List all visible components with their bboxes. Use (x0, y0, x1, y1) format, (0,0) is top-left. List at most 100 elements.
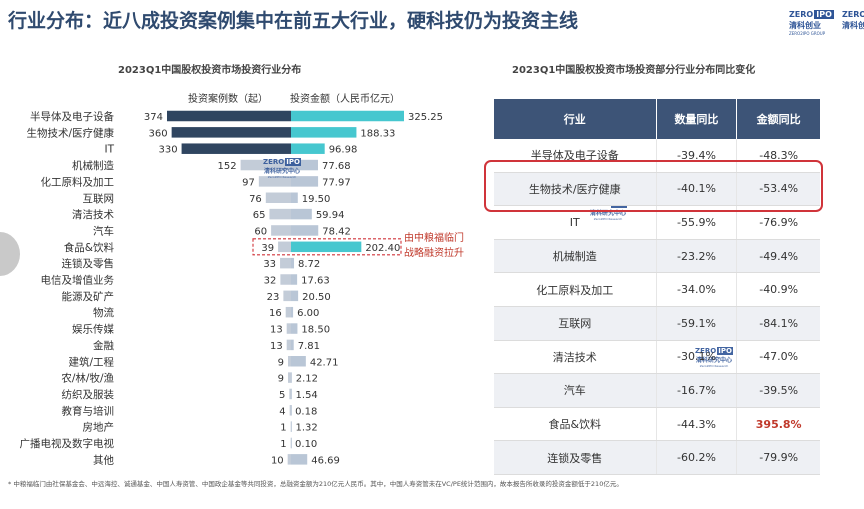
table-row: 互联网 -59.1% -84.1% (494, 306, 820, 341)
amount-label: 202.40 (365, 243, 400, 254)
cell-count-yoy: -40.1% (655, 172, 737, 207)
count-bar (181, 143, 291, 154)
yoy-table: 行业 数量同比 金额同比 半导体及电子设备 -39.4% -48.3% 生物技术/医疗… (494, 99, 820, 475)
count-bar (280, 257, 291, 269)
cell-count-yoy: -60.2% (655, 440, 737, 475)
count-label: 5 (279, 390, 285, 401)
legend-count: 投资案例数（起） (188, 94, 268, 105)
cell-amount-yoy: -48.3% (736, 139, 820, 173)
category-label: 能源及矿产 (62, 290, 115, 303)
cell-industry: 机械制造 (494, 239, 657, 274)
amount-bar (291, 241, 362, 253)
cell-amount-yoy: 395.8% (736, 407, 820, 442)
amount-label: 18.50 (301, 325, 330, 336)
count-bar (289, 388, 291, 400)
count-label: 152 (218, 161, 237, 172)
amount-label: 77.97 (322, 177, 351, 188)
amount-bar (291, 127, 357, 138)
category-label: 互联网 (83, 193, 115, 205)
amount-label: 188.33 (360, 128, 395, 139)
count-label: 9 (278, 357, 284, 368)
category-label: 教育与培训 (62, 404, 115, 417)
page-nav-circle[interactable] (0, 232, 20, 276)
count-label: 33 (263, 259, 276, 270)
cell-amount-yoy: -47.0% (736, 340, 820, 375)
amount-bar (291, 405, 292, 416)
cell-amount-yoy: -39.5% (736, 373, 820, 408)
amount-bar (291, 388, 292, 400)
count-bar (286, 339, 291, 351)
zero2ipo-logo: ZERO IPO 清科创业 ZERO2IPO GROUP (789, 10, 834, 36)
amount-label: 1.32 (295, 423, 317, 434)
category-label: 建筑/工程 (68, 355, 114, 368)
count-label: 39 (261, 243, 274, 254)
cell-count-yoy: -23.2% (655, 239, 737, 274)
amount-bar (291, 110, 404, 122)
amount-label: 1.54 (296, 390, 318, 401)
category-label: 机械制造 (72, 159, 114, 172)
amount-bar (291, 323, 298, 334)
count-label: 360 (149, 128, 168, 139)
category-label: IT (104, 144, 114, 156)
table-row: 生物技术/医疗健康 -40.1% -53.4% (494, 172, 820, 207)
category-label: 连锁及零售 (62, 257, 115, 270)
count-bar (269, 208, 291, 220)
table-row: 化工原料及加工 -34.0% -40.9% (494, 272, 820, 307)
cell-industry: 互联网 (494, 306, 657, 341)
amount-bar (291, 290, 299, 302)
count-label: 4 (279, 406, 285, 417)
count-label: 13 (270, 341, 283, 352)
table-row: 食品&饮料 -44.3% 395.8% (494, 407, 820, 442)
amount-label: 42.71 (310, 357, 339, 368)
category-label: 半导体及电子设备 (30, 110, 114, 123)
table-row: 连锁及零售 -60.2% -79.9% (494, 440, 820, 475)
amount-bar (291, 143, 325, 154)
count-bar (283, 290, 291, 302)
category-label: 食品&饮料 (64, 241, 115, 254)
category-label: 房地产 (83, 421, 115, 434)
amount-label: 6.00 (297, 308, 319, 319)
category-label: 物流 (93, 306, 114, 319)
count-bar (240, 159, 291, 171)
amount-bar (291, 225, 319, 236)
count-label: 16 (269, 308, 282, 319)
count-bar (280, 274, 291, 285)
cell-industry: 清洁技术 (494, 340, 657, 375)
amount-bar (291, 437, 292, 449)
amount-label: 7.81 (298, 341, 320, 352)
cell-amount-yoy: -79.9% (736, 440, 820, 475)
count-bar (271, 225, 291, 236)
category-label: 电信及增值业务 (41, 274, 115, 287)
amount-bar (291, 274, 298, 285)
highlight-biotech-row (484, 160, 823, 212)
amount-bar (291, 176, 319, 187)
count-label: 330 (158, 145, 177, 156)
amount-label: 8.72 (298, 259, 320, 270)
count-label: 10 (271, 455, 284, 466)
count-bar (289, 405, 291, 416)
amount-bar (291, 306, 294, 318)
amount-bar (291, 421, 292, 432)
count-bar (278, 241, 291, 253)
count-bar (286, 323, 291, 334)
annotation-food-beverage: 由中粮福临门 战略融资拉升 (404, 233, 464, 259)
count-label: 13 (270, 325, 283, 336)
count-label: 1 (280, 423, 286, 434)
cell-count-yoy: -30.1% (655, 340, 737, 375)
amount-bar (291, 208, 312, 220)
amount-bar (291, 372, 292, 383)
amount-bar (291, 454, 308, 465)
table-row: 机械制造 -23.2% -49.4% (494, 239, 820, 274)
amount-bar (291, 257, 295, 269)
cell-industry: 连锁及零售 (494, 440, 657, 475)
count-bar (258, 176, 291, 187)
category-label: 农/林/牧/渔 (61, 372, 114, 385)
amount-bar (291, 192, 298, 203)
cell-industry: 化工原料及加工 (494, 272, 657, 307)
food-beverage-highlight (252, 238, 402, 256)
legend-amount: 投资金额（人民币亿元） (290, 94, 400, 105)
cell-amount-yoy: -53.4% (736, 172, 820, 207)
count-label: 9 (278, 374, 284, 385)
